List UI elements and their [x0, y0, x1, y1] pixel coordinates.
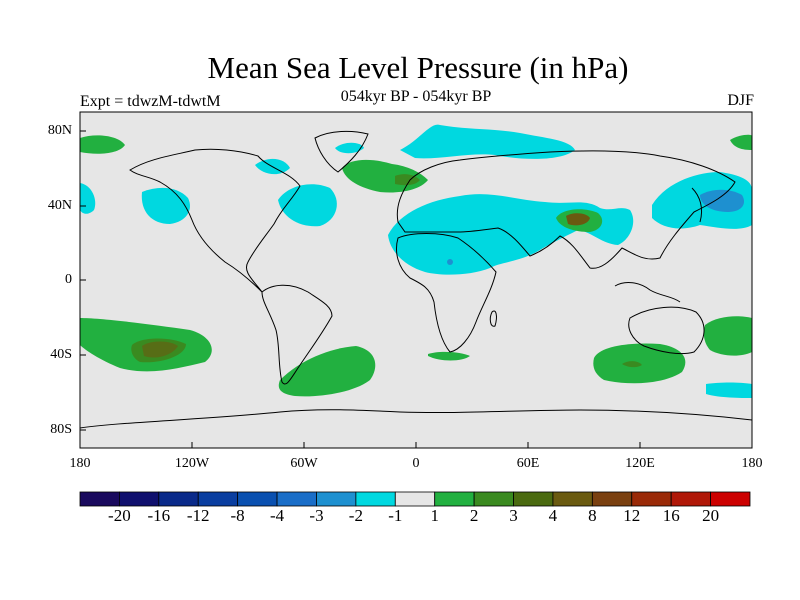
lat-label-40n: 40N	[47, 198, 72, 213]
southern-ocean-low	[706, 382, 752, 398]
colorbar-tick-label: 4	[548, 506, 558, 525]
tibetan-plateau-core	[566, 213, 590, 226]
colorbar-swatch	[710, 491, 751, 507]
colorbar-swatch	[158, 491, 199, 507]
lon-label-180w: 180	[69, 456, 91, 471]
axis-ticks	[79, 130, 753, 448]
colorbar-swatch	[119, 491, 160, 507]
arctic-small	[335, 142, 364, 154]
colorbar-swatch	[316, 491, 357, 507]
colorbar-swatch	[394, 491, 436, 507]
chart-subtitle: 054kyr BP - 054kyr BP	[340, 88, 492, 105]
north-pacific-low	[141, 187, 190, 224]
north-america-coast	[129, 148, 301, 293]
lon-label-180e: 180	[741, 456, 763, 471]
japan-coast	[691, 187, 703, 223]
colorbar-swatch	[79, 491, 120, 507]
south-atlantic-small	[428, 351, 470, 361]
map-area	[80, 112, 752, 448]
arctic-high-east	[730, 134, 752, 150]
colorbar-tick-label: -12	[186, 506, 210, 525]
season-label: DJF	[727, 92, 754, 109]
europe-coast	[396, 150, 736, 269]
colorbar-tick-label: -3	[309, 506, 324, 525]
colorbar-tick-label: 16	[662, 506, 680, 525]
antarctica-coast	[80, 409, 752, 429]
colorbar-swatch	[237, 491, 278, 507]
lon-label-60w: 60W	[290, 456, 318, 471]
northwest-pacific-core	[700, 189, 745, 212]
australia-coast	[628, 306, 705, 355]
colorbar-tick-label: 3	[509, 506, 518, 525]
sahara-core	[447, 259, 453, 265]
colorbar-swatch	[355, 491, 396, 507]
arctic-low	[400, 124, 575, 159]
lon-label-0: 0	[412, 456, 420, 471]
lat-label-40s: 40S	[50, 347, 72, 362]
colorbar-tick-label: -16	[147, 506, 171, 525]
strong-positive-regions	[142, 213, 590, 358]
africa-coast	[396, 233, 497, 353]
colorbar-tick-label: 8	[588, 506, 597, 525]
lat-label-80s: 80S	[50, 422, 72, 437]
south-atlantic-high	[278, 346, 376, 397]
colorbar-swatch	[670, 491, 711, 507]
colorbar-tick-label: 2	[469, 506, 479, 525]
colorbar-swatch	[434, 491, 475, 507]
colorbar-tick-label: 12	[623, 506, 641, 525]
colorbar-tick-label: -8	[230, 506, 245, 525]
colorbar	[79, 491, 751, 507]
arctic-high-west	[80, 135, 125, 154]
south-pacific-brown	[142, 341, 178, 358]
chart-title: Mean Sea Level Pressure (in hPa)	[207, 50, 629, 85]
colorbar-tick-label: 20	[702, 506, 720, 525]
colorbar-tick-label: -1	[388, 506, 403, 525]
colorbar-swatch	[473, 491, 514, 507]
north-atlantic-low	[278, 184, 337, 227]
lat-label-80n: 80N	[47, 123, 72, 138]
colorbar-swatch	[631, 491, 672, 507]
lat-label-0: 0	[65, 272, 72, 287]
madagascar-coast	[489, 310, 497, 327]
strong-negative-regions	[447, 189, 745, 265]
colorbar-swatch	[197, 491, 239, 507]
map-background	[80, 112, 752, 448]
lon-label-60e: 60E	[516, 456, 540, 471]
colorbar-swatch	[591, 491, 633, 507]
colorbar-tick-label: -20	[108, 506, 131, 525]
south-indian-core	[622, 361, 642, 368]
indonesia-coast	[614, 282, 681, 303]
coastlines	[80, 130, 752, 429]
colorbar-tick-label: 1	[430, 506, 439, 525]
lon-label-120e: 120E	[625, 456, 655, 471]
colorbar-swatch	[276, 491, 317, 507]
colorbar-tick-label: -2	[348, 506, 363, 525]
colorbar-tick-label: -4	[270, 506, 285, 525]
experiment-label: Expt = tdwzM-tdwtM	[80, 93, 221, 110]
colorbar-swatch	[552, 491, 593, 507]
colorbar-swatch	[513, 491, 554, 507]
south-america-coast	[261, 284, 333, 385]
southwest-pacific-high	[703, 316, 752, 356]
lon-label-120w: 120W	[174, 456, 210, 471]
greenland-coast	[314, 130, 369, 173]
